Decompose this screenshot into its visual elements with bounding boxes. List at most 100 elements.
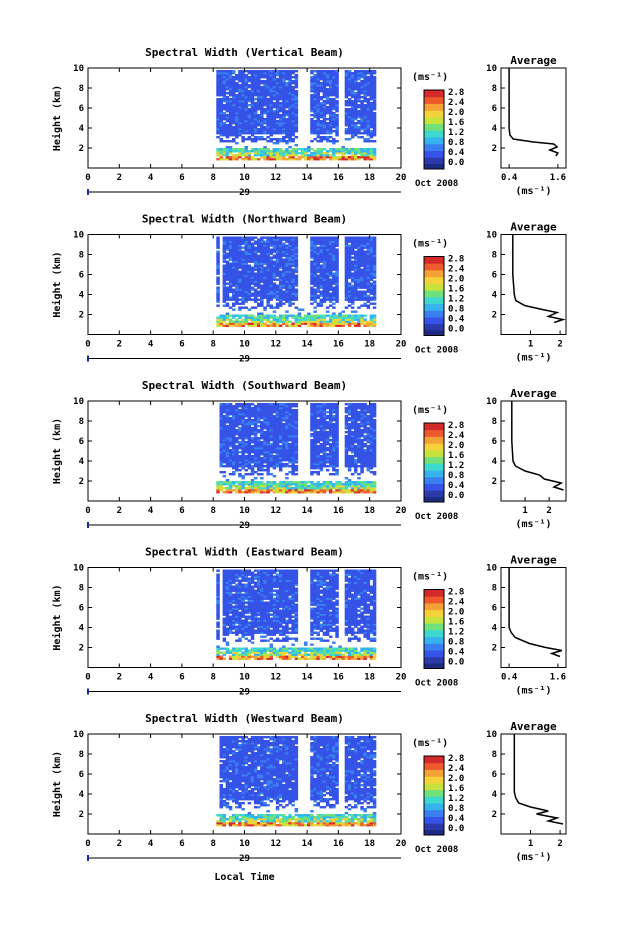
heatmap-cell	[329, 236, 333, 239]
heatmap-cell	[285, 463, 289, 466]
heatmap-cell	[285, 316, 289, 319]
heatmap-cell	[360, 256, 364, 259]
heatmap-cell	[235, 455, 239, 458]
heatmap-cell	[332, 417, 336, 420]
colorbar-swatch	[424, 317, 444, 325]
heatmap-cell	[357, 82, 361, 85]
heatmap-cell	[294, 112, 299, 115]
heatmap-cell	[363, 98, 367, 101]
heatmap-cell	[325, 487, 330, 490]
heatmap-cell	[347, 110, 352, 113]
heatmap-cell	[228, 94, 233, 97]
heatmap-cell	[363, 120, 367, 123]
heatmap-cell	[244, 114, 248, 117]
heatmap-cell	[238, 266, 242, 269]
heatmap-cell	[244, 447, 248, 450]
heatmap-cell	[338, 491, 342, 494]
heatmap-cell	[244, 405, 248, 408]
heatmap-cell	[219, 318, 223, 321]
heatmap-cell	[272, 278, 277, 281]
heatmap-cell	[307, 324, 311, 327]
average-frame	[500, 67, 567, 169]
heatmap-cell	[291, 112, 295, 115]
heatmap-cells	[216, 403, 377, 494]
heatmap-cell	[250, 288, 255, 291]
heatmap-cell	[322, 92, 327, 95]
heatmap-cell	[266, 441, 270, 444]
heatmap-cell	[266, 288, 270, 291]
heatmap-cell	[260, 88, 264, 91]
heatmap-cell	[266, 280, 270, 283]
heatmap-cell	[310, 322, 314, 325]
heatmap-cell	[316, 72, 320, 75]
heatmap-cell	[263, 294, 267, 297]
heatmap-cell	[266, 443, 270, 446]
heatmap-cell	[241, 465, 245, 468]
heatmap-cell	[232, 70, 236, 73]
heatmap-cell	[347, 435, 352, 438]
heatmap-cell	[275, 284, 280, 287]
heatmap-cell	[272, 158, 277, 161]
heatmap-cell	[294, 292, 299, 295]
heatmap-cell	[316, 82, 320, 85]
heatmap-cell	[294, 244, 299, 247]
heatmap-cell	[263, 98, 267, 101]
heatmap-cell	[260, 298, 264, 301]
heatmap-cell	[319, 451, 324, 454]
heatmap-cell	[347, 84, 352, 87]
heatmap-cell	[232, 126, 236, 129]
heatmap-cell	[285, 453, 289, 456]
heatmap-cell	[288, 483, 292, 486]
heatmap-cell	[225, 479, 230, 482]
heatmap-cell	[338, 487, 342, 490]
heatmap-cell	[285, 415, 289, 418]
heatmap-cell	[332, 316, 336, 319]
heatmap-cell	[244, 278, 248, 281]
heatmap-cell	[257, 455, 261, 458]
heatmap-cell	[238, 316, 242, 319]
heatmap-cell	[257, 238, 261, 241]
colorbar-tick-label: 0.0	[448, 158, 464, 168]
heatmap-cell	[260, 156, 264, 159]
heatmap-cell	[291, 455, 295, 458]
heatmap-cell	[269, 114, 273, 117]
heatmap-cell	[278, 150, 283, 153]
heatmap-cell	[269, 286, 273, 289]
heatmap-cell	[294, 473, 299, 476]
heatmap-cell	[250, 479, 255, 482]
heatmap-cell	[272, 318, 277, 321]
heatmap-cell	[369, 90, 374, 93]
panel-0: Spectral Width (Vertical Beam)0 2 4 6 8 10 12 1…	[51, 46, 567, 198]
heatmap-cell	[319, 445, 324, 448]
heatmap-cell	[269, 236, 273, 239]
heatmap-cell	[363, 130, 367, 133]
heatmap-cell	[310, 120, 314, 123]
heatmap-cell	[244, 156, 248, 159]
heatmap-cell	[238, 254, 242, 257]
heatmap-cell	[272, 142, 277, 145]
heatmap-cell	[310, 429, 314, 432]
heatmap-cell	[260, 246, 264, 249]
heatmap-cell	[222, 443, 227, 446]
heatmap-cell	[260, 254, 264, 257]
heatmap-cell	[275, 403, 280, 406]
heatmap-cell	[278, 124, 283, 127]
heatmap-cell	[222, 425, 227, 428]
heatmap-cell	[294, 449, 299, 452]
heatmap-cell	[304, 156, 308, 159]
heatmap-cell	[316, 403, 320, 406]
heatmap-cell	[263, 272, 267, 275]
heatmap-cell	[319, 421, 324, 424]
heatmap-cell	[235, 128, 239, 131]
heatmap-cell	[322, 246, 327, 249]
heatmap-cell	[241, 74, 245, 77]
heatmap-cell	[347, 320, 352, 323]
heatmap-cell	[222, 126, 227, 129]
heatmap-cell	[313, 82, 317, 85]
heatmap-cell	[335, 421, 339, 424]
heatmap-cell	[244, 487, 248, 490]
heatmap-cell	[253, 457, 258, 460]
heatmap-cell	[275, 487, 280, 490]
heatmap-cell	[357, 318, 361, 321]
heatmap-cell	[235, 300, 239, 303]
